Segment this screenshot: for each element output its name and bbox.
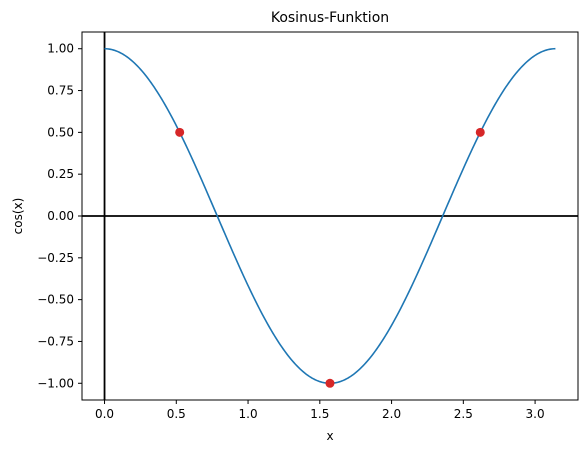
y-tick-label: −0.75	[37, 334, 74, 348]
x-tick-label: 1.0	[239, 407, 258, 421]
scatter-point-2	[325, 378, 335, 388]
y-tick-label: 0.25	[47, 167, 74, 181]
y-tick-label: −1.00	[37, 376, 74, 390]
y-tick-label: 0.50	[47, 125, 74, 139]
y-tick-label: 0.00	[47, 209, 74, 223]
x-tick-label: 0.0	[95, 407, 114, 421]
points-group	[175, 127, 485, 388]
x-axis-label: x	[326, 429, 333, 443]
y-tick-label: 0.75	[47, 84, 74, 98]
y-tick-label: −0.50	[37, 293, 74, 307]
x-tick-label: 1.5	[310, 407, 329, 421]
y-tick-label: −0.25	[37, 251, 74, 265]
chart-title: Kosinus-Funktion	[271, 10, 389, 26]
y-axis-label: cos(x)	[11, 198, 25, 235]
x-tick-label: 2.5	[454, 407, 473, 421]
x-tick-label: 3.0	[526, 407, 545, 421]
scatter-point-3	[475, 127, 485, 137]
reference-lines	[82, 32, 578, 400]
x-axis-ticks: 0.0 0.5 1.0 1.5 2.0 2.5 3.0	[95, 400, 545, 421]
y-axis-ticks: 1.00 0.75 0.50 0.25 0.00 −0.25 −0.50 −0.75 −1.00	[37, 42, 82, 390]
x-tick-label: 0.5	[167, 407, 186, 421]
x-tick-label: 2.0	[382, 407, 401, 421]
y-tick-label: 1.00	[47, 42, 74, 56]
scatter-point-1	[175, 127, 185, 137]
